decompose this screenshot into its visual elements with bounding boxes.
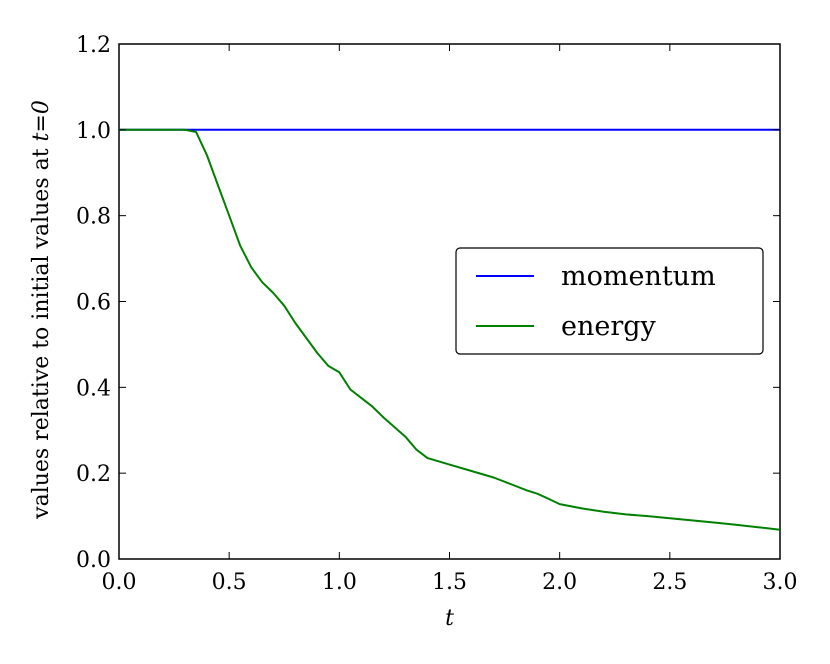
legend-label-energy: energy [561, 311, 657, 342]
series-line-energy [119, 128, 781, 531]
ticks-layer: 0.0 0.5 1.0 1.5 2.0 2.5 3.0 0.0 0.2 0.4 0.6 0.8 1.0 1… [76, 33, 798, 595]
y-tick-label: 1.0 [76, 119, 111, 144]
x-axis-label: t [445, 606, 454, 631]
y-tick-label: 0.0 [76, 548, 111, 573]
x-tick-label: 1.0 [322, 570, 357, 595]
y-axis-label-math: t=0 [29, 100, 54, 141]
y-tick-label: 0.6 [76, 291, 111, 316]
legend-label-momentum: momentum [561, 261, 716, 292]
y-tick-label: 0.4 [76, 376, 111, 401]
x-tick-label: 0.0 [102, 570, 137, 595]
x-tick-label: 3.0 [763, 570, 798, 595]
x-tick-label: 2.5 [652, 570, 687, 595]
y-tick-label: 0.2 [76, 462, 111, 487]
series-layer [119, 128, 781, 531]
x-tick-label: 1.5 [432, 570, 467, 595]
y-axis-label: values relative to initial values at t=0 [29, 100, 54, 520]
legend-box [455, 247, 764, 355]
y-tick-label: 1.2 [76, 33, 111, 58]
legend: momentum energy [455, 247, 764, 355]
x-tick-label: 0.5 [212, 570, 247, 595]
y-tick-label: 0.8 [76, 205, 111, 230]
y-axis-label-text: values relative to initial values at [29, 141, 54, 519]
x-tick-label: 2.0 [542, 570, 577, 595]
